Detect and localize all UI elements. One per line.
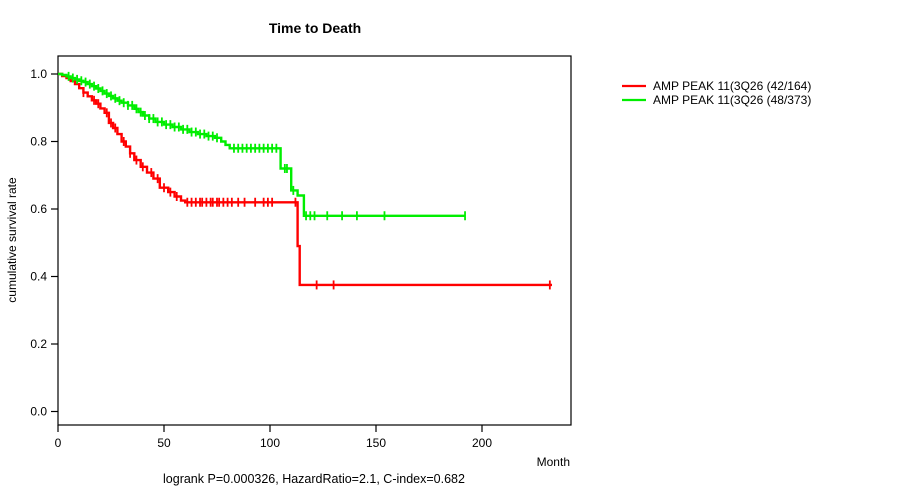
legend-label-red: AMP PEAK 11(3Q26 (42/164) xyxy=(653,79,811,93)
survival-curves xyxy=(58,71,552,290)
censor-marks-0 xyxy=(82,88,551,290)
x-tick-label-150: 150 xyxy=(366,436,386,450)
censor-marks-1 xyxy=(67,71,466,221)
x-tick-label-100: 100 xyxy=(260,436,280,450)
y-tick-label-1.0: 1.0 xyxy=(30,67,47,81)
y-axis-title: cumulative survival rate xyxy=(5,177,19,303)
plot-box xyxy=(57,55,572,426)
axes: 0 50 100 150 200 0.0 0.2 0.4 0.6 0.8 1.0 xyxy=(30,67,492,450)
survival-curve-0 xyxy=(58,72,552,287)
y-tick-label-0.8: 0.8 xyxy=(30,135,47,149)
chart-title: Time to Death xyxy=(269,20,361,36)
x-axis-title: Month xyxy=(537,455,570,469)
x-tick-label-200: 200 xyxy=(472,436,492,450)
y-tick-label-0.2: 0.2 xyxy=(30,337,47,351)
legend-label-green: AMP PEAK 11(3Q26 (48/373) xyxy=(653,93,811,107)
x-tick-label-50: 50 xyxy=(157,436,171,450)
x-tick-label-0: 0 xyxy=(55,436,62,450)
stats-annotation: logrank P=0.000326, HazardRatio=2.1, C-i… xyxy=(163,472,465,486)
y-tick-label-0.6: 0.6 xyxy=(30,202,47,216)
survival-curve-1 xyxy=(58,72,465,217)
legend: AMP PEAK 11(3Q26 (42/164) AMP PEAK 11(3Q… xyxy=(622,79,811,107)
y-tick-label-0.4: 0.4 xyxy=(30,270,47,284)
y-tick-label-0.0: 0.0 xyxy=(30,405,47,419)
